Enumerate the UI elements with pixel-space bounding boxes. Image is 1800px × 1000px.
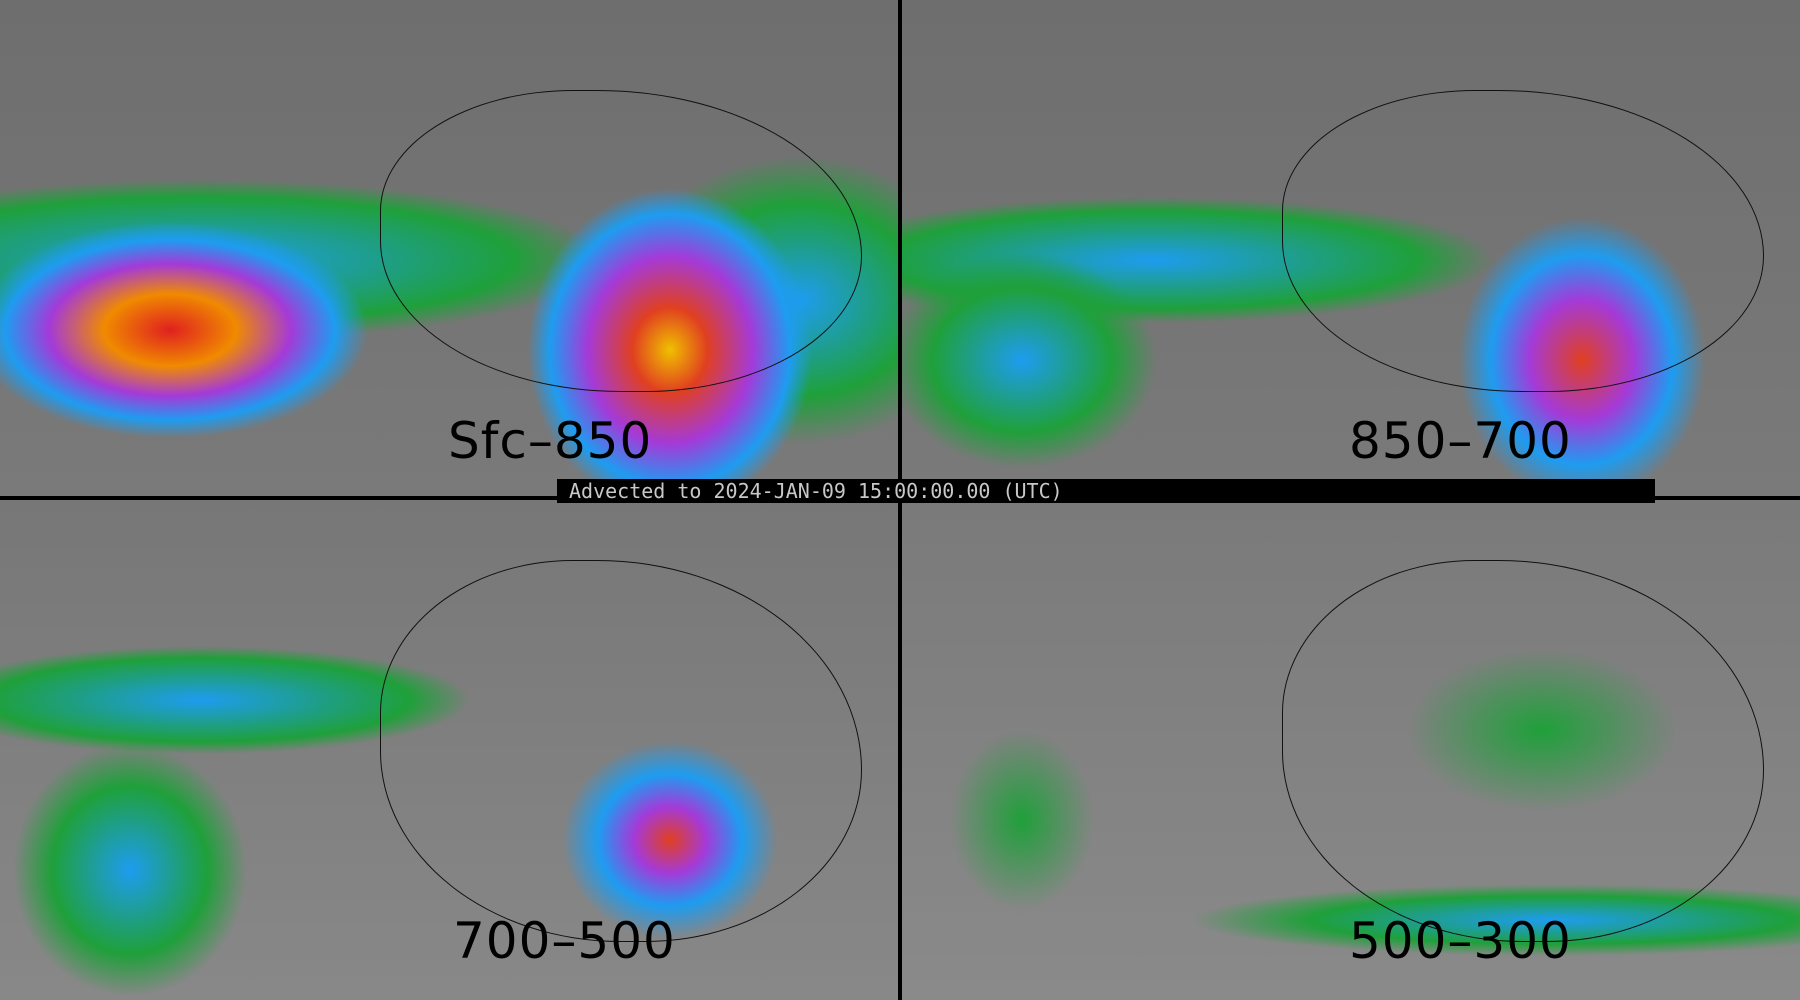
panel-500-300: 500–300 <box>902 500 1800 1000</box>
panel-sfc-850: Sfc–850 <box>0 0 898 496</box>
panel-label: 850–700 <box>1349 412 1572 470</box>
panel-700-500: 700–500 <box>0 500 898 1000</box>
panel-label: 500–300 <box>1349 912 1572 970</box>
panel-label: Sfc–850 <box>448 412 653 470</box>
panel-850-700: 850–700 <box>902 0 1800 496</box>
advection-time-banner: Advected to 2024-JAN-09 15:00:00.00 (UTC… <box>557 479 1655 503</box>
panel-label: 700–500 <box>453 912 676 970</box>
